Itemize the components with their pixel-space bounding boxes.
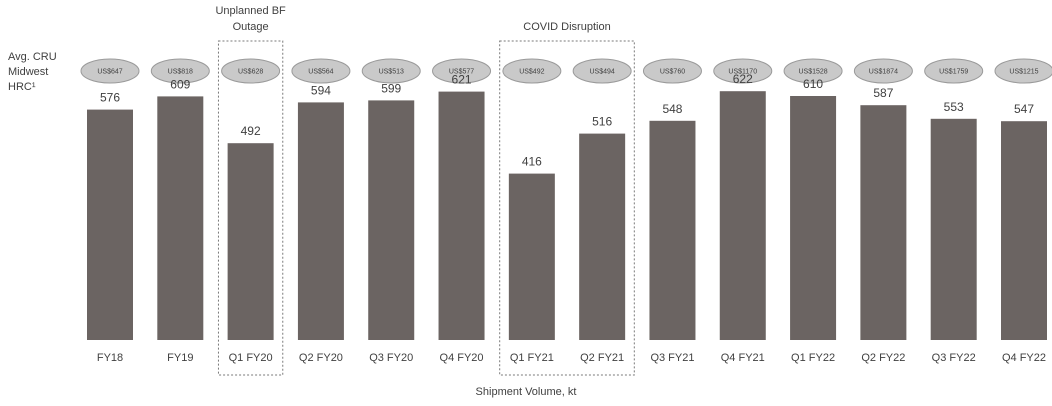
value-label-q2-fy22: 587 [873,86,893,100]
value-label-q3-fy22: 553 [944,100,964,114]
price-label-q3-fy21: US$760 [660,69,685,76]
price-label-q1-fy21: US$492 [519,69,544,76]
bar-q4-fy22 [1001,121,1047,340]
bar-q3-fy21 [649,120,696,340]
value-label-q3-fy20: 599 [381,81,401,95]
value-label-q1-fy22: 610 [803,77,823,91]
price-label-q3-fy22: US$1759 [939,69,968,76]
bar-q4-fy21 [719,91,766,340]
price-ellipse-q3-fy22 [924,58,984,84]
value-label-q4-fy20: 621 [452,73,472,87]
bar-q2-fy21 [579,133,626,340]
x-axis-title: Shipment Volume, kt [475,386,577,398]
price-ellipse-q1-fy22 [783,58,843,84]
price-label-fy18: US$647 [97,69,122,76]
category-label-q3-fy20: Q3 FY20 [369,352,413,364]
price-row-label-line-3: HRC¹ [8,81,36,93]
annotation-label-line: Unplanned BF [215,5,286,17]
price-ellipse-q2-fy22 [853,58,913,84]
price-label-fy19: US$818 [168,69,193,76]
price-ellipse-q1-fy21 [502,58,562,84]
price-label-q4-fy22: US$1215 [1009,69,1038,76]
price-ellipse-q2-fy21 [572,58,632,84]
price-ellipse-q1-fy20 [221,58,281,84]
price-row-label-line-2: Midwest [8,66,49,78]
bar-q2-fy22 [860,105,907,340]
value-label-q3-fy21: 548 [662,102,682,116]
price-ellipse-q4-fy21 [713,58,773,84]
value-label-fy18: 576 [100,91,120,105]
annotation-label-line: Outage [233,21,269,33]
value-label-q4-fy22: 547 [1014,102,1034,116]
price-ellipse-q4-fy20 [432,58,492,84]
value-label-q4-fy21: 622 [733,72,753,86]
category-label-q1-fy20: Q1 FY20 [229,352,273,364]
category-label-fy19: FY19 [167,352,193,364]
bar-fy19 [157,96,204,341]
price-ellipse-q2-fy20 [291,58,351,84]
category-label-q4-fy21: Q4 FY21 [721,352,765,364]
category-label-q4-fy20: Q4 FY20 [440,352,484,364]
price-label-q4-fy20: US$577 [449,69,474,76]
annotation-label-unplanned-bf-outage: Unplanned BF Outage [215,5,286,33]
category-label-q3-fy22: Q3 FY22 [932,352,976,364]
price-label-q4-fy21: US$1170 [728,69,757,76]
category-label-q4-fy22: Q4 FY22 [1002,352,1046,364]
bar-q1-fy22 [790,96,837,340]
annotation-box-covid-disruption [499,40,635,376]
bar-q3-fy20 [368,100,415,341]
bar-q3-fy22 [930,118,977,340]
price-label-q1-fy22: US$1528 [798,69,827,76]
annotation-box-unplanned-bf-outage [217,40,284,376]
price-label-q2-fy21: US$494 [590,69,615,76]
annotation-label-covid-disruption: COVID Disruption [523,21,610,33]
price-row-label-line-1: Avg. CRU [8,51,57,63]
bar-fy18 [87,109,133,340]
category-label-q2-fy22: Q2 FY22 [861,352,905,364]
bar-q2-fy20 [297,102,344,341]
value-label-q1-fy20: 492 [241,124,261,138]
price-ellipse-q3-fy21 [642,58,702,84]
category-label-q1-fy22: Q1 FY22 [791,352,835,364]
price-ellipse-fy18 [80,58,140,84]
price-label-q3-fy20: US$513 [379,69,404,76]
value-label-fy19: 609 [170,77,190,91]
value-label-q2-fy21: 516 [592,115,612,129]
value-label-q1-fy21: 416 [522,155,542,169]
price-label-q1-fy20: US$628 [238,69,263,76]
price-ellipse-fy19 [150,58,210,84]
price-row-label: Avg. CRU Midwest HRC¹ [8,50,68,95]
category-label-fy18: FY18 [97,352,123,364]
category-label-q3-fy21: Q3 FY21 [650,352,694,364]
category-label-q1-fy21: Q1 FY21 [510,352,554,364]
bar-q1-fy21 [508,173,555,340]
price-ellipse-q3-fy20 [361,58,421,84]
price-ellipse-q4-fy22 [994,58,1052,84]
price-label-q2-fy22: US$1874 [869,69,898,76]
bar-q4-fy20 [438,91,485,340]
bar-q1-fy20 [227,143,274,340]
price-label-q2-fy20: US$564 [308,69,333,76]
category-label-q2-fy20: Q2 FY20 [299,352,343,364]
category-label-q2-fy21: Q2 FY21 [580,352,624,364]
value-label-q2-fy20: 594 [311,83,331,97]
